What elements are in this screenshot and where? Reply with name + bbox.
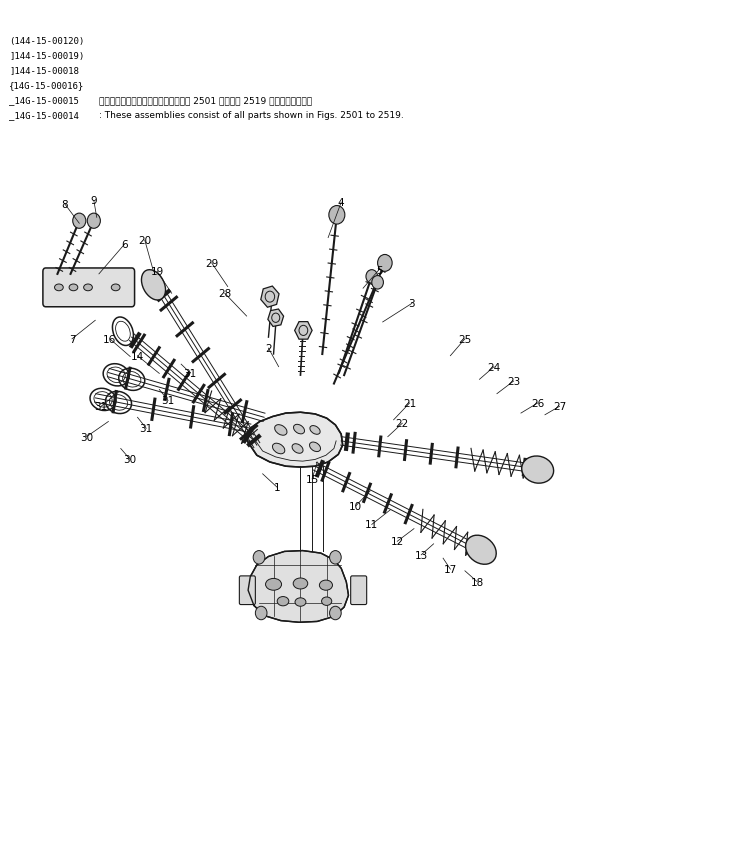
Ellipse shape <box>84 284 93 291</box>
Circle shape <box>378 255 392 272</box>
Text: 10: 10 <box>349 501 362 511</box>
Text: これらのアッセンブリの構成部品は第 2501 図から第 2519 図まで含みます。: これらのアッセンブリの構成部品は第 2501 図から第 2519 図まで含みます… <box>99 96 312 105</box>
Ellipse shape <box>466 536 496 565</box>
Circle shape <box>87 214 101 229</box>
Circle shape <box>73 214 86 229</box>
Polygon shape <box>261 287 279 308</box>
Circle shape <box>330 607 341 620</box>
Text: 19: 19 <box>150 267 164 277</box>
Text: 22: 22 <box>396 419 409 429</box>
Polygon shape <box>248 551 348 623</box>
Ellipse shape <box>112 284 120 291</box>
Text: 16: 16 <box>104 334 117 344</box>
Circle shape <box>255 607 267 620</box>
Ellipse shape <box>522 457 553 484</box>
Text: 8: 8 <box>61 200 68 209</box>
Text: 31: 31 <box>139 424 153 434</box>
Ellipse shape <box>69 284 78 291</box>
Text: 7: 7 <box>69 334 75 344</box>
Ellipse shape <box>141 270 165 300</box>
Text: 25: 25 <box>459 334 472 344</box>
Text: ]144-15-00019): ]144-15-00019) <box>9 51 85 61</box>
Ellipse shape <box>319 581 332 591</box>
Text: 28: 28 <box>218 289 231 299</box>
Ellipse shape <box>310 426 320 435</box>
Ellipse shape <box>292 444 303 454</box>
Polygon shape <box>268 310 284 327</box>
Text: 24: 24 <box>488 362 501 372</box>
Text: 20: 20 <box>139 235 152 246</box>
FancyBboxPatch shape <box>239 576 255 605</box>
Text: _14G-15-00014: _14G-15-00014 <box>9 111 79 120</box>
Text: 4: 4 <box>338 198 345 208</box>
Text: 30: 30 <box>124 455 137 465</box>
Polygon shape <box>295 322 312 340</box>
Ellipse shape <box>277 597 289 606</box>
Circle shape <box>253 551 265 565</box>
Text: 27: 27 <box>553 402 566 412</box>
Text: 31: 31 <box>183 368 197 378</box>
Circle shape <box>372 276 383 289</box>
Circle shape <box>329 206 345 225</box>
Ellipse shape <box>55 284 63 291</box>
Text: 13: 13 <box>415 550 428 560</box>
Ellipse shape <box>265 579 281 591</box>
Text: 6: 6 <box>121 240 128 250</box>
Ellipse shape <box>310 442 321 452</box>
Text: 5: 5 <box>375 265 383 275</box>
FancyBboxPatch shape <box>43 268 135 307</box>
Text: {14G-15-00016}: {14G-15-00016} <box>9 81 85 90</box>
Ellipse shape <box>275 425 287 436</box>
Ellipse shape <box>321 598 332 606</box>
Text: 31: 31 <box>95 402 108 412</box>
Polygon shape <box>246 413 343 468</box>
Text: 2: 2 <box>265 344 272 354</box>
Ellipse shape <box>273 444 285 454</box>
Text: 9: 9 <box>90 197 97 206</box>
Text: 26: 26 <box>531 398 545 408</box>
Text: 18: 18 <box>471 577 484 587</box>
Circle shape <box>330 551 341 565</box>
Ellipse shape <box>295 598 306 607</box>
Ellipse shape <box>294 425 305 435</box>
Text: 14: 14 <box>131 351 144 361</box>
Text: 1: 1 <box>274 483 281 493</box>
Text: 30: 30 <box>80 432 93 442</box>
Text: : These assemblies consist of all parts shown in Figs. 2501 to 2519.: : These assemblies consist of all parts … <box>99 111 404 120</box>
Text: 21: 21 <box>403 398 416 408</box>
Text: _14G-15-00015: _14G-15-00015 <box>9 96 79 105</box>
Circle shape <box>366 270 378 284</box>
Text: 23: 23 <box>507 376 521 387</box>
Text: (144-15-00120): (144-15-00120) <box>9 37 85 46</box>
Text: 12: 12 <box>391 537 404 547</box>
Text: 29: 29 <box>205 258 218 268</box>
Text: 31: 31 <box>161 396 175 406</box>
Text: ]144-15-00018: ]144-15-00018 <box>9 67 79 75</box>
Text: 11: 11 <box>365 520 378 530</box>
Ellipse shape <box>293 578 308 589</box>
FancyBboxPatch shape <box>351 576 367 605</box>
Text: 3: 3 <box>408 299 415 309</box>
Text: 17: 17 <box>444 565 457 575</box>
Text: 15: 15 <box>305 474 319 484</box>
